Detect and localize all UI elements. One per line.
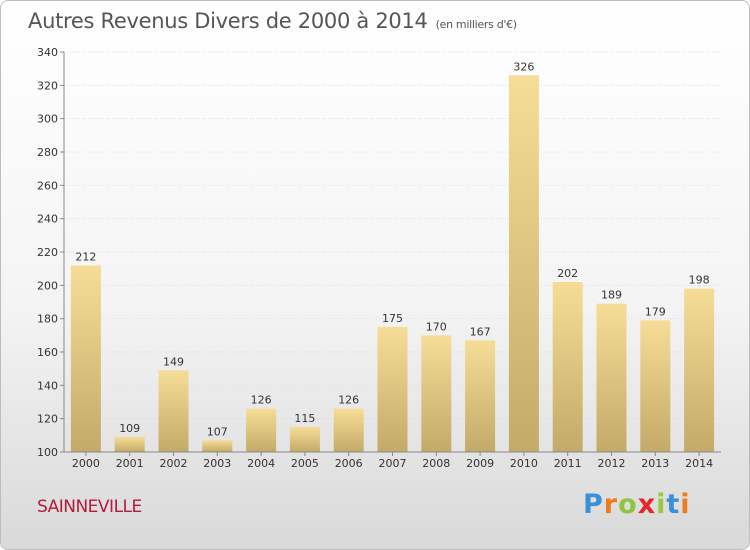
data-label: 189 [601,289,622,302]
y-tick-label: 240 [37,213,58,226]
axis-layer [60,51,721,456]
data-label: 179 [645,305,666,318]
bar [465,340,496,452]
x-tick-label: 2013 [641,457,669,470]
logo-letter: P [583,489,604,520]
data-label: 109 [119,422,140,435]
y-tick-label: 220 [37,246,58,259]
x-tick-label: 2001 [116,457,144,470]
logo-letter: o [618,489,638,520]
x-tick-label: 2011 [554,457,582,470]
bar [114,437,145,452]
logo-letter: r [603,489,619,520]
chart-title-text: Autres Revenus Divers de 2000 à 2014 [28,9,428,33]
data-label: 175 [382,312,403,325]
bar [202,440,233,452]
y-tick-label: 340 [37,46,58,59]
data-label: 126 [338,394,359,407]
x-tick-label: 2010 [510,457,538,470]
bar [70,265,101,452]
bar [158,370,189,452]
data-label: 170 [426,320,447,333]
bar [552,282,583,452]
logo-letter: t [666,489,681,520]
y-tick-label: 100 [37,446,58,459]
x-tick-label: 2003 [203,457,231,470]
data-label: 107 [207,425,228,438]
bar [640,320,671,452]
data-label: 198 [689,274,710,287]
logo-letter: x [637,489,657,520]
y-tick-label: 140 [37,379,58,392]
logo-letter: i [680,489,691,520]
logo-letter: i [656,489,667,520]
x-tick-label: 2014 [685,457,713,470]
x-tick-label: 2000 [72,457,100,470]
x-tick-label: 2008 [422,457,450,470]
x-tick-label: 2007 [379,457,407,470]
data-label: 202 [557,267,578,280]
y-tick-label: 180 [37,313,58,326]
bar [421,335,452,452]
x-tick-label: 2006 [335,457,363,470]
y-tick-label: 160 [37,346,58,359]
bar [508,75,539,452]
x-tick-label: 2005 [291,457,319,470]
x-tick-label: 2002 [160,457,188,470]
x-tick-label: 2009 [466,457,494,470]
data-label: 167 [470,325,491,338]
bar-layer [70,75,715,452]
bar [246,408,277,452]
data-label: 326 [513,60,534,73]
proxiti-logo: Proxiti [583,489,691,520]
x-tick-label: 2012 [598,457,626,470]
data-label: 115 [294,412,315,425]
bar [333,408,364,452]
data-label: 126 [251,394,272,407]
y-tick-label: 280 [37,146,58,159]
chart-title: Autres Revenus Divers de 2000 à 2014 (en … [28,9,517,33]
city-name: SAINNEVILLE [37,497,142,517]
y-tick-label: 200 [37,279,58,292]
x-tick-label: 2004 [247,457,275,470]
data-label: 149 [163,355,184,368]
bar [684,288,715,452]
y-tick-label: 260 [37,179,58,192]
y-tick-label: 300 [37,113,58,126]
bar [596,303,627,452]
y-tick-label: 120 [37,413,58,426]
chart-unit: (en milliers d'€) [435,18,517,31]
bar [377,327,408,452]
bar [289,427,320,452]
data-label: 212 [75,250,96,263]
y-tick-label: 320 [37,79,58,92]
label-layer: 100 120 140 160 180 200 220 240 260 280 300 320 340 2… [37,46,713,470]
